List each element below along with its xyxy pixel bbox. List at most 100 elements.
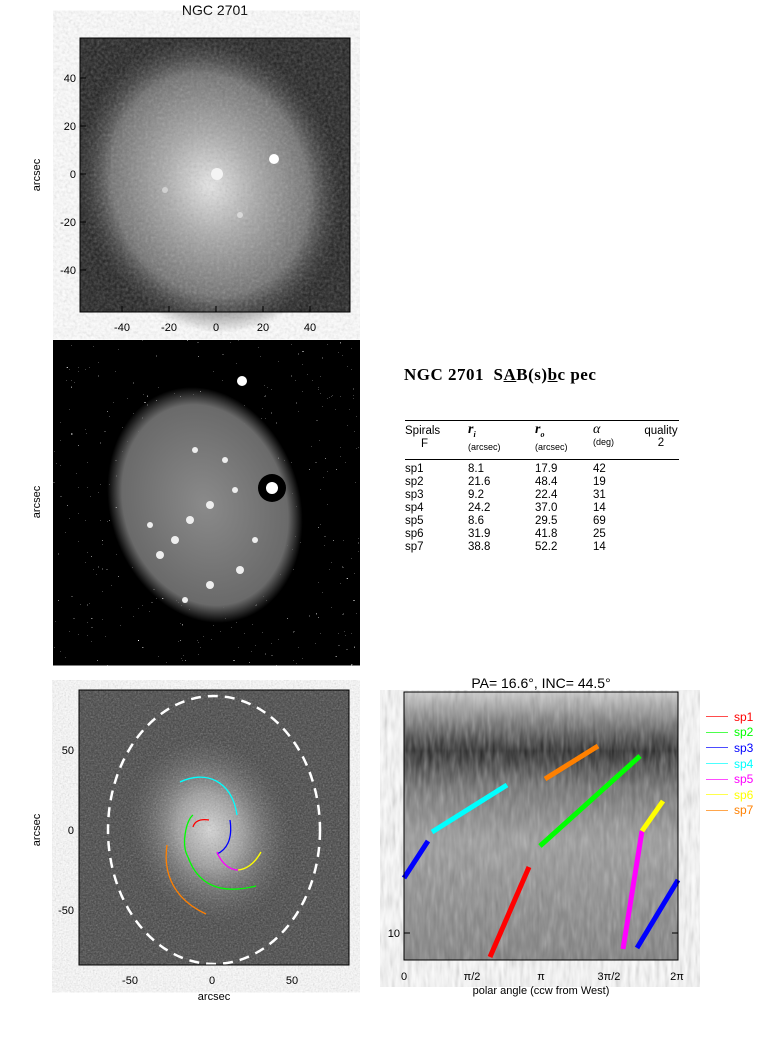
- p1-ytick: -40: [60, 265, 76, 277]
- table-row: sp7 38.8 52.2 14: [405, 541, 679, 554]
- legend-label: sp6: [734, 787, 754, 802]
- p2-xtick: 20: [257, 651, 269, 663]
- p1-ytick: 0: [70, 169, 76, 181]
- legend-line: [706, 716, 728, 718]
- legend-item: sp7: [706, 803, 776, 819]
- table-row: sp1 8.1 17.9 42: [405, 463, 679, 476]
- cell-ri: 24.2: [468, 502, 491, 514]
- table-row: sp3 9.2 22.4 31: [405, 489, 679, 502]
- panel1-image: 40 20 0 -20 -40 -40 -20 0 20 40 arcsec: [31, 0, 351, 334]
- cell-ro: 41.8: [535, 528, 558, 540]
- cell-ro: 17.9: [535, 463, 558, 475]
- col-quality-val: 2: [657, 437, 665, 449]
- col-ri-unit: (arcsec): [468, 441, 501, 452]
- panel4-title: PA= 16.6°, INC= 44.5°: [471, 675, 611, 691]
- p2-ytick: 40: [64, 402, 76, 414]
- spiral-legend: sp1 sp2 sp3 sp4 sp5 sp6 sp7: [706, 709, 776, 818]
- cell-ro: 37.0: [535, 502, 558, 514]
- cell-alpha: 14: [593, 502, 606, 514]
- cell-ri: 9.2: [468, 489, 484, 501]
- p3-xtick: -50: [122, 975, 138, 987]
- table-row: sp5 8.6 29.5 69: [405, 515, 679, 528]
- cell-name: sp5: [405, 515, 424, 527]
- cell-alpha: 19: [593, 476, 606, 488]
- spiral-parameters-table: Spirals F ri (arcsec) ro (arcsec) α (deg…: [405, 420, 679, 554]
- legend-item: sp5: [706, 771, 776, 787]
- cell-name: sp7: [405, 541, 424, 553]
- p4-xtick: π/2: [464, 971, 481, 983]
- table-row: sp6 31.9 41.8 25: [405, 528, 679, 541]
- p1-xtick: -20: [161, 322, 177, 334]
- p3-xtick: 50: [286, 975, 298, 987]
- cell-alpha: 31: [593, 489, 606, 501]
- p4-xtick: π: [537, 971, 545, 983]
- legend-line: [706, 778, 728, 780]
- legend-label: sp7: [734, 803, 754, 818]
- table-row: sp4 24.2 37.0 14: [405, 502, 679, 515]
- cell-name: sp4: [405, 502, 424, 514]
- p2-xtick: -20: [161, 651, 177, 663]
- cell-ro: 22.4: [535, 489, 558, 501]
- galaxy-type: SAB(s)bc pec: [493, 365, 597, 384]
- p4-xtick: 0: [401, 971, 407, 983]
- col-alpha: α: [593, 422, 601, 437]
- p3-ytick: 50: [62, 745, 74, 757]
- legend-item: sp2: [706, 725, 776, 741]
- cell-alpha: 69: [593, 515, 606, 527]
- p1-xtick: 40: [304, 322, 316, 334]
- p3-xlabel: arcsec: [198, 991, 231, 1003]
- legend-line: [706, 747, 728, 749]
- p2-ytick: 0: [70, 497, 76, 509]
- cell-ri: 21.6: [468, 476, 491, 488]
- p1-xtick: -40: [114, 322, 130, 334]
- legend-item: sp6: [706, 787, 776, 803]
- legend-label: sp1: [734, 709, 754, 724]
- p2-ytick: 20: [64, 449, 76, 461]
- p1-ytick: 40: [64, 73, 76, 85]
- p3-ytick: -50: [58, 905, 74, 917]
- p2-ylabel: arcsec: [31, 485, 43, 518]
- legend-item: sp4: [706, 756, 776, 772]
- panel3-image: 50 0 -50 -50 0 50 arcsec arcsec: [31, 689, 350, 1003]
- col-spirals-sub: F: [421, 438, 429, 450]
- p3-ytick: 0: [68, 825, 74, 837]
- legend-item: sp1: [706, 709, 776, 725]
- p4-xlabel: polar angle (ccw from West): [473, 985, 610, 997]
- panel2-image: 40 20 0 -20 -40 -40 -20 0 20 40 arcsec: [31, 364, 351, 663]
- legend-label: sp4: [734, 756, 754, 771]
- cell-alpha: 25: [593, 528, 606, 540]
- cell-name: sp1: [405, 463, 424, 475]
- p3-ylabel: arcsec: [31, 813, 43, 846]
- p4-ytick: 10: [388, 928, 400, 940]
- legend-line: [706, 731, 728, 733]
- cell-name: sp3: [405, 489, 424, 501]
- p1-xtick: 0: [213, 322, 219, 334]
- cell-ro: 52.2: [535, 541, 558, 553]
- p2-xtick: 40: [304, 651, 316, 663]
- cell-alpha: 14: [593, 541, 606, 553]
- cell-ri: 8.1: [468, 463, 484, 475]
- legend-label: sp2: [734, 725, 754, 740]
- legend-label: sp5: [734, 772, 754, 787]
- cell-name: sp6: [405, 528, 424, 540]
- legend-label: sp3: [734, 740, 754, 755]
- col-spirals: Spirals: [405, 425, 441, 437]
- cell-ro: 48.4: [535, 476, 558, 488]
- cell-ro: 29.5: [535, 515, 558, 527]
- table-header: Spirals F ri (arcsec) ro (arcsec) α (deg…: [405, 421, 679, 459]
- cell-ri: 8.6: [468, 515, 484, 527]
- col-quality: quality: [644, 425, 678, 437]
- p1-ylabel: arcsec: [31, 158, 43, 191]
- p1-ytick: 20: [64, 121, 76, 133]
- legend-item: sp3: [706, 740, 776, 756]
- legend-line: [706, 809, 728, 811]
- cell-name: sp2: [405, 476, 424, 488]
- legend-line: [706, 763, 728, 765]
- panel4-plot: 0 π/2 π 3π/2 2π polar angle (ccw from We…: [388, 691, 684, 997]
- legend-line: [706, 794, 728, 796]
- p2-ytick: -40: [60, 592, 76, 604]
- table-row: sp2 21.6 48.4 19: [405, 476, 679, 489]
- p1-xtick: 20: [257, 322, 269, 334]
- p1-ytick: -20: [60, 217, 76, 229]
- col-alpha-unit: (deg): [593, 437, 615, 447]
